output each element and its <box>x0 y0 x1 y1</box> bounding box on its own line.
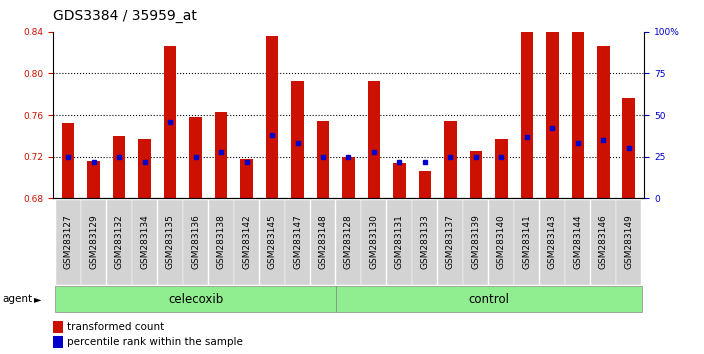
Text: agent: agent <box>2 294 32 304</box>
FancyBboxPatch shape <box>208 200 234 285</box>
Text: GDS3384 / 35959_at: GDS3384 / 35959_at <box>53 9 196 23</box>
Text: GSM283142: GSM283142 <box>242 214 251 269</box>
Bar <box>113 136 125 198</box>
Bar <box>393 163 406 198</box>
FancyBboxPatch shape <box>337 286 641 312</box>
Text: GSM283132: GSM283132 <box>115 214 124 269</box>
FancyBboxPatch shape <box>361 200 386 285</box>
Text: GSM283129: GSM283129 <box>89 214 98 269</box>
FancyBboxPatch shape <box>336 200 361 285</box>
Bar <box>291 81 304 198</box>
Text: GSM283128: GSM283128 <box>344 214 353 269</box>
Text: GSM283140: GSM283140 <box>497 214 506 269</box>
FancyBboxPatch shape <box>56 286 336 312</box>
Text: GSM283139: GSM283139 <box>472 214 480 269</box>
FancyBboxPatch shape <box>617 200 641 285</box>
Bar <box>265 36 278 198</box>
FancyBboxPatch shape <box>489 200 514 285</box>
FancyBboxPatch shape <box>515 200 539 285</box>
FancyBboxPatch shape <box>591 200 616 285</box>
Bar <box>597 46 610 198</box>
FancyBboxPatch shape <box>132 200 157 285</box>
FancyBboxPatch shape <box>56 200 80 285</box>
Bar <box>53 336 63 348</box>
Bar <box>419 171 432 198</box>
Bar <box>572 32 584 198</box>
FancyBboxPatch shape <box>387 200 412 285</box>
FancyBboxPatch shape <box>260 200 284 285</box>
FancyBboxPatch shape <box>81 200 106 285</box>
Text: GSM283141: GSM283141 <box>522 214 532 269</box>
FancyBboxPatch shape <box>183 200 208 285</box>
Bar <box>189 117 202 198</box>
Bar <box>87 161 100 198</box>
FancyBboxPatch shape <box>438 200 463 285</box>
Bar <box>342 157 355 198</box>
FancyBboxPatch shape <box>540 200 565 285</box>
Text: GSM283137: GSM283137 <box>446 214 455 269</box>
Bar <box>470 152 482 198</box>
Text: GSM283147: GSM283147 <box>293 214 302 269</box>
FancyBboxPatch shape <box>158 200 182 285</box>
Bar <box>138 139 151 198</box>
FancyBboxPatch shape <box>413 200 437 285</box>
Bar <box>62 124 75 198</box>
Text: GSM283145: GSM283145 <box>268 214 277 269</box>
Bar <box>495 139 508 198</box>
Bar <box>367 81 380 198</box>
Bar <box>317 121 329 198</box>
FancyBboxPatch shape <box>234 200 259 285</box>
Text: celecoxib: celecoxib <box>168 293 223 306</box>
Text: GSM283136: GSM283136 <box>191 214 200 269</box>
Bar <box>53 321 63 333</box>
Bar <box>240 159 253 198</box>
Text: GSM283149: GSM283149 <box>624 214 634 269</box>
Text: GSM283146: GSM283146 <box>599 214 608 269</box>
Text: ►: ► <box>34 294 42 304</box>
Text: control: control <box>468 293 509 306</box>
Text: GSM283135: GSM283135 <box>165 214 175 269</box>
FancyBboxPatch shape <box>463 200 489 285</box>
Text: GSM283130: GSM283130 <box>370 214 379 269</box>
Bar <box>520 0 534 198</box>
Text: GSM283134: GSM283134 <box>140 214 149 269</box>
Text: percentile rank within the sample: percentile rank within the sample <box>67 337 243 347</box>
Text: GSM283131: GSM283131 <box>395 214 404 269</box>
Bar <box>444 121 457 198</box>
FancyBboxPatch shape <box>310 200 336 285</box>
Bar <box>546 0 559 198</box>
Text: GSM283143: GSM283143 <box>548 214 557 269</box>
Bar <box>215 112 227 198</box>
Bar <box>163 46 177 198</box>
Text: GSM283138: GSM283138 <box>217 214 225 269</box>
Text: transformed count: transformed count <box>67 322 164 332</box>
FancyBboxPatch shape <box>285 200 310 285</box>
Text: GSM283127: GSM283127 <box>63 214 73 269</box>
Bar <box>622 98 635 198</box>
FancyBboxPatch shape <box>565 200 591 285</box>
Text: GSM283148: GSM283148 <box>318 214 327 269</box>
Text: GSM283144: GSM283144 <box>573 214 582 269</box>
Text: GSM283133: GSM283133 <box>420 214 429 269</box>
FancyBboxPatch shape <box>106 200 132 285</box>
